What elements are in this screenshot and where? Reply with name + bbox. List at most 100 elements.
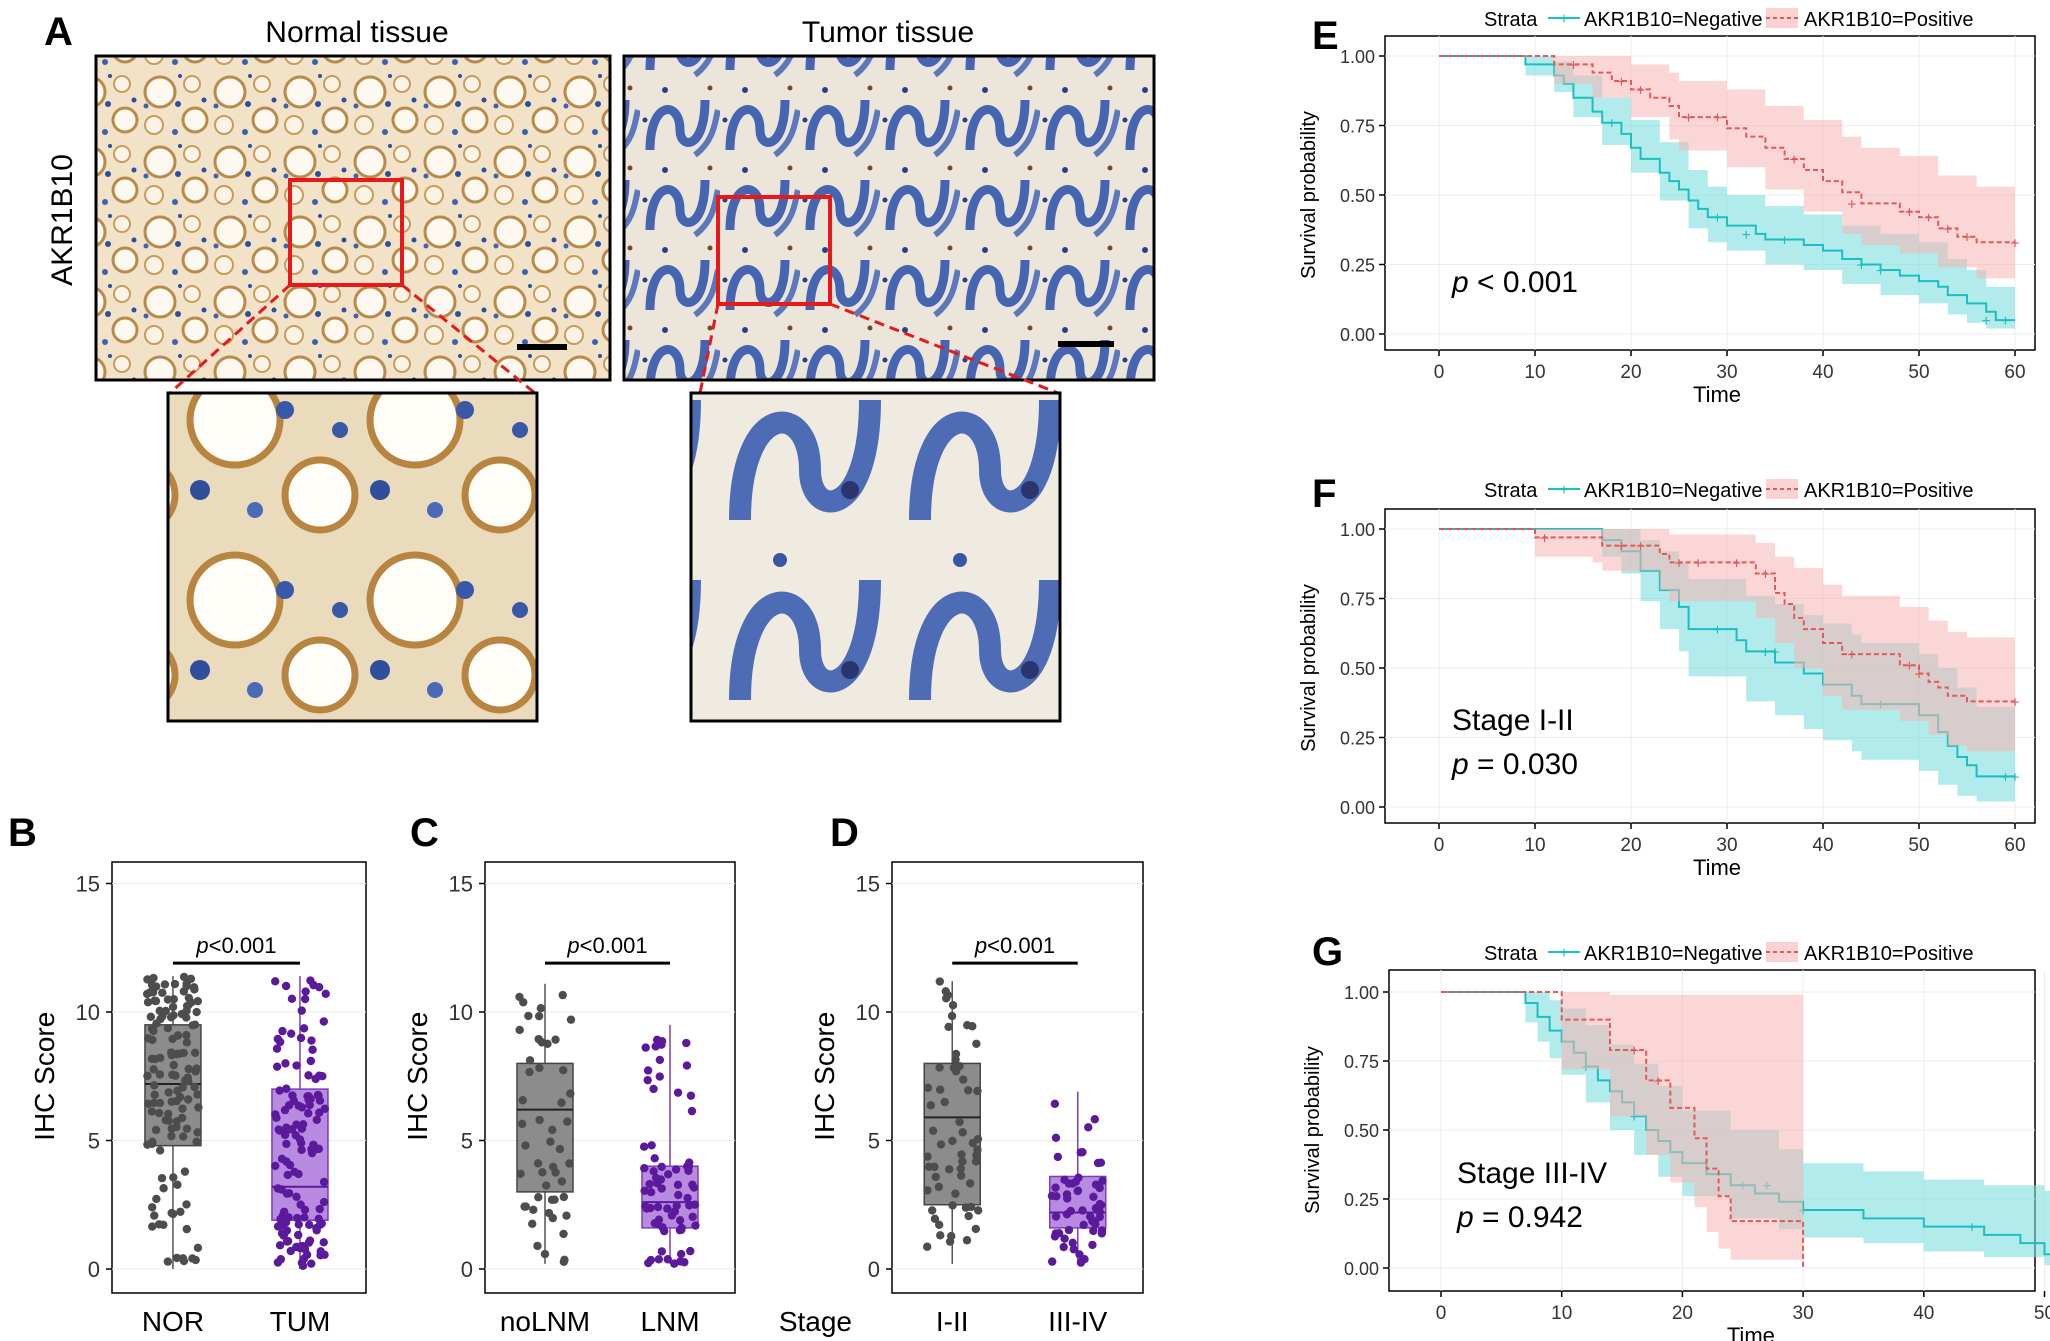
data-point	[190, 1082, 199, 1092]
data-point	[178, 1132, 188, 1141]
panel-letter-a: A	[44, 10, 73, 54]
censor-mark: +	[1967, 1220, 1976, 1237]
data-point	[935, 977, 945, 986]
data-point	[670, 1259, 679, 1268]
censor-mark: +	[1617, 74, 1626, 91]
data-point	[1051, 1133, 1061, 1143]
censor-mark: +	[1905, 205, 1914, 222]
data-point	[1051, 1212, 1061, 1221]
data-point	[193, 1128, 202, 1137]
data-point	[190, 1048, 200, 1058]
data-point	[276, 1255, 286, 1264]
x-axis-label: Time	[1693, 855, 1741, 880]
data-point	[294, 1101, 303, 1110]
ci-band-positive	[1439, 529, 2015, 752]
x-tick-label: 30	[1716, 835, 1737, 856]
data-point	[657, 1162, 666, 1171]
data-point	[148, 1222, 157, 1231]
data-point	[940, 1097, 949, 1107]
data-point	[566, 1015, 576, 1024]
legend: Strata + AKR1B10=Negative AKR1B10=Positive	[1484, 942, 1974, 965]
data-point	[1050, 1099, 1060, 1109]
data-point	[159, 1184, 168, 1193]
data-point	[321, 989, 330, 998]
data-point	[182, 1124, 192, 1133]
data-point	[534, 1193, 543, 1202]
km-chart-f: F Strata + AKR1B10=Negative AKR1B10=Positive…	[1298, 472, 2036, 880]
data-point	[947, 1231, 956, 1241]
data-point	[691, 1221, 700, 1230]
data-point	[517, 1119, 527, 1129]
data-point	[646, 1255, 656, 1265]
data-point	[951, 1067, 961, 1076]
data-point	[192, 1137, 201, 1146]
data-point	[182, 1013, 191, 1022]
data-point	[686, 1091, 696, 1100]
data-point	[529, 1205, 538, 1214]
data-point	[973, 1086, 982, 1096]
data-point	[188, 1021, 197, 1030]
data-point	[304, 1071, 313, 1080]
legend-negative-label: AKR1B10=Negative	[1584, 943, 1762, 965]
data-point	[292, 1061, 301, 1070]
data-point	[154, 1220, 164, 1229]
data-point	[179, 1256, 189, 1266]
data-point	[682, 1162, 692, 1171]
x-tick-label: I-II	[936, 1306, 969, 1337]
legend-title: Strata	[1484, 9, 1538, 31]
data-point	[152, 982, 161, 991]
data-point	[1059, 1242, 1068, 1252]
data-point	[646, 1187, 656, 1197]
data-point	[294, 1230, 303, 1240]
p-value-rest: <0.001	[580, 933, 648, 958]
data-point	[559, 1066, 568, 1075]
data-point	[643, 1066, 653, 1075]
data-point	[319, 1017, 329, 1026]
data-point	[169, 1011, 178, 1020]
data-point	[148, 1035, 157, 1045]
data-point	[688, 1212, 697, 1221]
data-point	[562, 1211, 571, 1220]
survival-curve-negative	[1439, 55, 2015, 322]
data-point	[1080, 1255, 1089, 1264]
data-point	[534, 1011, 544, 1021]
y-axis-label: IHC Score	[402, 1012, 433, 1141]
data-point	[155, 1070, 165, 1079]
normal-zoom-connector-right	[401, 283, 536, 395]
normal-tissue-image	[94, 54, 612, 382]
censor-mark: +	[1617, 539, 1626, 556]
data-point	[951, 1049, 961, 1059]
data-point	[1064, 1225, 1074, 1235]
data-point	[299, 1024, 309, 1033]
data-point	[658, 1223, 667, 1232]
data-point	[674, 1190, 683, 1200]
data-point	[183, 1095, 193, 1104]
data-point	[305, 1236, 315, 1245]
data-point	[167, 1131, 176, 1141]
data-point	[948, 1201, 957, 1210]
y-tick-label: 5	[461, 1129, 473, 1154]
data-point	[643, 1075, 652, 1085]
p-symbol: p	[1451, 748, 1469, 781]
box-chart-c: C 0 5 10 15 IHC Score noLNM LNM p<0.001	[402, 811, 736, 1337]
survival-curve-positive	[1439, 55, 2015, 244]
data-point	[304, 1220, 314, 1230]
data-point	[147, 1107, 157, 1116]
x-tick-label: 20	[1620, 835, 1641, 856]
data-point	[146, 1012, 156, 1022]
data-point	[158, 988, 167, 997]
data-point	[972, 1151, 981, 1160]
legend-positive-label: AKR1B10=Positive	[1804, 9, 1974, 31]
p-value-rest: <0.001	[987, 933, 1055, 958]
data-point	[959, 1075, 968, 1084]
data-point	[319, 1238, 328, 1247]
data-point	[1090, 1115, 1100, 1124]
data-point	[673, 1088, 683, 1097]
data-point	[566, 1089, 575, 1098]
data-point	[154, 1108, 164, 1118]
data-point	[286, 1029, 296, 1038]
data-point	[941, 987, 950, 996]
stage-annotation: Stage III-IV	[1457, 1157, 1607, 1190]
data-point	[275, 1086, 284, 1095]
